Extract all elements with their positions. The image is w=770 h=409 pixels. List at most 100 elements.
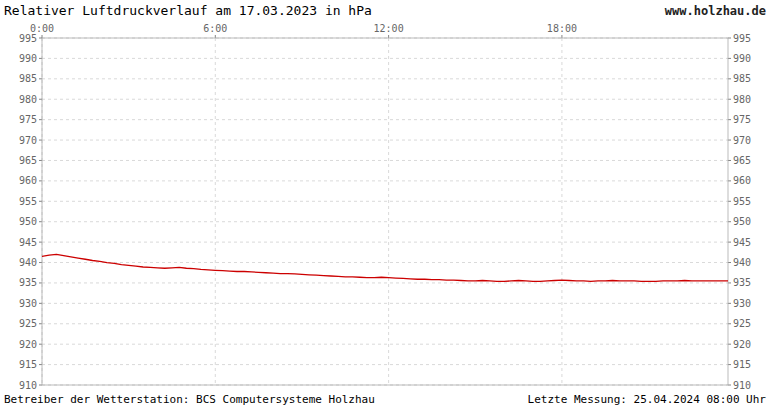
tick-mark: [388, 35, 389, 38]
tick-label: 910: [733, 380, 751, 391]
tick-label: 950: [733, 216, 751, 227]
series: [42, 254, 728, 281]
tick-mark: [39, 364, 42, 365]
tick-label: 980: [733, 94, 751, 105]
tick-label: 955: [733, 196, 751, 207]
grid-line: [215, 38, 216, 385]
tick-label: 970: [19, 135, 37, 146]
grid-line: [42, 364, 728, 365]
tick-mark: [39, 38, 42, 39]
tick-mark: [728, 99, 731, 100]
tick-mark: [39, 119, 42, 120]
tick-mark: [728, 58, 731, 59]
annotation: Letzte Messung: 25.04.2024 08:00 Uhr: [528, 393, 767, 406]
tick-mark: [39, 99, 42, 100]
tick-label: 970: [733, 135, 751, 146]
tick-label: 995: [733, 33, 751, 44]
grid-line: [42, 58, 728, 59]
tick-mark: [39, 201, 42, 202]
tick-mark: [728, 119, 731, 120]
tick-mark: [39, 303, 42, 304]
grid-line: [561, 38, 562, 385]
tick-mark: [728, 140, 731, 141]
tick-label: 940: [19, 257, 37, 268]
tick-label: 960: [733, 175, 751, 186]
grid-line: [42, 344, 728, 345]
tick-mark: [728, 303, 731, 304]
tick-mark: [39, 385, 42, 386]
tick-mark: [728, 364, 731, 365]
tick-label: 930: [733, 298, 751, 309]
grid-line: [42, 140, 728, 141]
grid-line: [42, 221, 728, 222]
tick-label: 975: [733, 114, 751, 125]
tick-label: 935: [733, 277, 751, 288]
tick-label: 0:00: [30, 23, 54, 34]
tick-mark: [215, 35, 216, 38]
grid-line: [42, 282, 728, 283]
tick-label: 965: [19, 155, 37, 166]
grid-line: [42, 323, 728, 324]
tick-label: 980: [19, 94, 37, 105]
grid-line: [42, 303, 728, 304]
tick-label: 910: [19, 380, 37, 391]
tick-mark: [728, 262, 731, 263]
tick-mark: [728, 78, 731, 79]
tick-label: 955: [19, 196, 37, 207]
tick-mark: [728, 201, 731, 202]
grid-line: [42, 242, 728, 243]
tick-mark: [728, 344, 731, 345]
tick-mark: [728, 323, 731, 324]
grid-line: [42, 119, 728, 120]
grid-line: [42, 160, 728, 161]
tick-mark: [728, 221, 731, 222]
grid-line: [42, 262, 728, 263]
tick-mark: [39, 140, 42, 141]
tick-label: 920: [733, 339, 751, 350]
tick-label: 975: [19, 114, 37, 125]
tick-label: 985: [733, 73, 751, 84]
tick-label: 990: [733, 53, 751, 64]
plot-frame: [42, 38, 728, 385]
tick-label: 18:00: [547, 23, 577, 34]
grid-line: [42, 180, 728, 181]
tick-label: 960: [19, 175, 37, 186]
tick-label: 990: [19, 53, 37, 64]
tick-label: 940: [733, 257, 751, 268]
tick-mark: [728, 282, 731, 283]
annotation: Betreiber der Wetterstation: BCS Compute…: [4, 393, 375, 406]
pressure-line: [42, 254, 728, 281]
grid-line: [42, 78, 728, 79]
tick-mark: [728, 242, 731, 243]
grid-line: [42, 201, 728, 202]
tick-label: 920: [19, 339, 37, 350]
tick-mark: [39, 78, 42, 79]
tick-mark: [39, 344, 42, 345]
tick-label: 12:00: [374, 23, 404, 34]
tick-mark: [728, 180, 731, 181]
tick-label: 995: [19, 33, 37, 44]
annotation: www.holzhau.de: [665, 4, 766, 18]
tick-mark: [561, 35, 562, 38]
tick-mark: [39, 282, 42, 283]
tick-label: 945: [19, 237, 37, 248]
tick-mark: [728, 38, 731, 39]
tick-mark: [39, 160, 42, 161]
tick-mark: [39, 180, 42, 181]
tick-label: 925: [19, 318, 37, 329]
tick-label: 930: [19, 298, 37, 309]
tick-label: 915: [733, 359, 751, 370]
grid: [42, 38, 728, 385]
grid-line: [42, 99, 728, 100]
tick-mark: [728, 385, 731, 386]
tick-label: 925: [733, 318, 751, 329]
tick-label: 935: [19, 277, 37, 288]
tick-label: 945: [733, 237, 751, 248]
tick-mark: [39, 323, 42, 324]
tick-label: 915: [19, 359, 37, 370]
tick-mark: [39, 262, 42, 263]
tick-mark: [42, 35, 43, 38]
tick-mark: [728, 160, 731, 161]
title: Relativer Luftdruckverlauf am 17.03.2023…: [4, 3, 372, 18]
tick-label: 950: [19, 216, 37, 227]
